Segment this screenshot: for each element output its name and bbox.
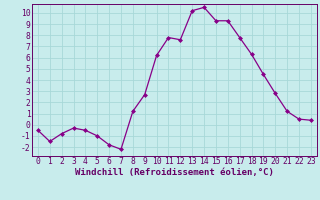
X-axis label: Windchill (Refroidissement éolien,°C): Windchill (Refroidissement éolien,°C) (75, 168, 274, 177)
